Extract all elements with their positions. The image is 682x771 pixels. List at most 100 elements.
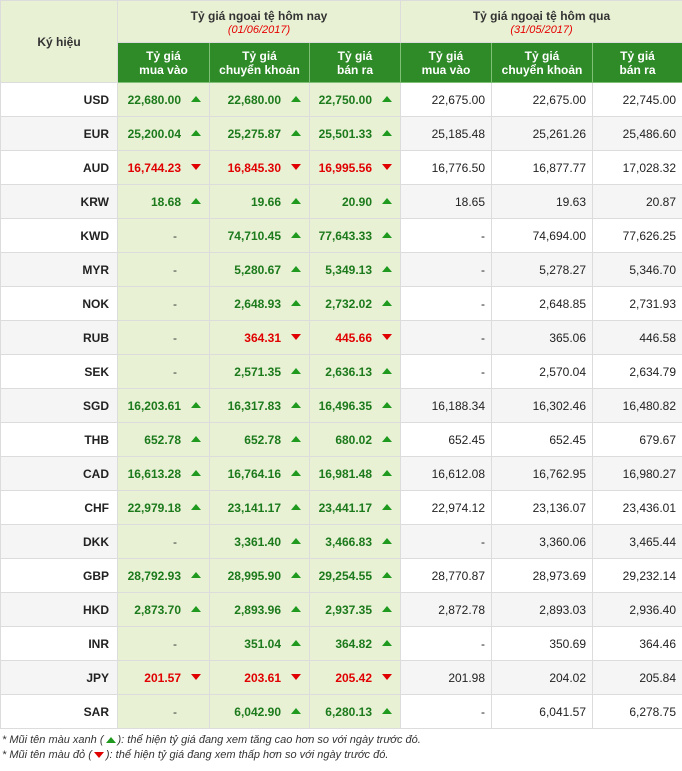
col-label: Tỷ giá — [242, 48, 277, 63]
arrow-down-icon — [191, 674, 201, 681]
rate-value: 16,981.48 — [318, 466, 373, 481]
today-header: Tỷ giá ngoại tệ hôm nay (01/06/2017) — [116, 0, 402, 43]
yesterday-rate-cell: 20.87 — [592, 184, 682, 219]
today-rate-cell: 445.66 — [308, 320, 402, 355]
yesterday-rate-cell: - — [400, 694, 493, 729]
rate-value: 16,496.35 — [318, 398, 373, 413]
arrow-up-icon — [382, 300, 393, 307]
rate-value: 74,710.45 — [227, 228, 281, 243]
table-row: KWD -74,710.45 77,643.33-74,694.00 77,626.2… — [0, 218, 682, 253]
today-rate-cell: 351.04 — [209, 626, 310, 661]
arrow-down-icon — [382, 674, 393, 681]
arrow-up-icon — [382, 572, 393, 579]
arrow-up-icon — [382, 504, 393, 511]
today-rate-cell: 205.42 — [308, 660, 402, 695]
yesterday-rate-cell: 25,261.26 — [491, 116, 594, 151]
yesterday-rate-cell: 28,973.69 — [491, 558, 594, 593]
today-rate-cell: 201.57 — [117, 660, 210, 695]
rate-value: 18.68 — [150, 194, 181, 209]
table-row: THB 652.78 652.78 680.02 652.45 652.45 679.67 — [0, 422, 682, 457]
yesterday-rate-cell: 16,877.77 — [491, 150, 594, 185]
col-label: Tỷ giá — [428, 48, 464, 63]
today-rate-cell: 2,937.35 — [308, 592, 402, 627]
rate-value: - — [173, 296, 177, 311]
currency-code: KRW — [0, 184, 118, 219]
rate-value: 16,995.56 — [318, 160, 373, 175]
yesterday-title: Tỷ giá ngoại tệ hôm qua — [472, 9, 611, 23]
currency-code: INR — [0, 626, 118, 661]
rate-value: 25,501.33 — [318, 126, 373, 141]
arrow-up-icon — [382, 436, 393, 443]
yesterday-rate-cell: 5,278.27 — [491, 252, 594, 287]
arrow-up-icon — [382, 640, 393, 647]
arrow-up-icon — [191, 572, 201, 579]
yesterday-rate-cell: 6,041.57 — [491, 694, 594, 729]
yesterday-rate-cell: 365.06 — [491, 320, 594, 355]
rate-value: - — [173, 262, 177, 277]
arrow-up-icon — [291, 198, 301, 205]
rate-value: 364.31 — [244, 330, 281, 345]
rate-value: 23,441.17 — [318, 500, 373, 515]
arrow-up-icon — [382, 130, 393, 137]
currency-code: JPY — [0, 660, 118, 695]
note-text: * Mũi tên màu xanh ( — [2, 734, 104, 746]
col-label: mua vào — [139, 62, 188, 77]
rate-value: 3,361.40 — [234, 534, 281, 549]
arrow-up-icon — [382, 606, 393, 613]
today-rate-cell: 2,732.02 — [308, 286, 402, 321]
arrow-down-icon — [291, 334, 301, 341]
arrow-down-icon — [93, 752, 104, 759]
rate-value: 5,280.67 — [234, 262, 281, 277]
note-text: ): thể hiện tỷ giá đang xem thấp hơn so … — [105, 749, 389, 761]
arrow-up-icon — [382, 198, 393, 205]
today-rate-cell: 364.31 — [209, 320, 310, 355]
today-rate-cell: - — [117, 320, 210, 355]
rate-value: 3,466.83 — [325, 534, 373, 549]
rate-value: 2,873.70 — [134, 602, 181, 617]
table-row: MYR -5,280.67 5,349.13-5,278.27 5,346.70 — [0, 252, 682, 287]
arrow-up-icon — [382, 708, 393, 715]
rate-value: 28,995.90 — [227, 568, 281, 583]
today-rate-cell: 74,710.45 — [209, 218, 310, 253]
today-rate-cell: 364.82 — [308, 626, 402, 661]
today-rate-cell: 652.78 — [117, 422, 210, 457]
yesterday-rate-cell: 16,302.46 — [491, 388, 594, 423]
today-title: Tỷ giá ngoại tệ hôm nay — [190, 9, 328, 23]
today-rate-cell: 16,317.83 — [209, 388, 310, 423]
yesterday-rate-cell: 679.67 — [592, 422, 682, 457]
yesterday-rate-cell: - — [400, 524, 493, 559]
table-row: NOK -2,648.93 2,732.02-2,648.85 2,731.93 — [0, 286, 682, 321]
arrow-down-icon — [291, 674, 301, 681]
rate-value: 29,254.55 — [318, 568, 373, 583]
yesterday-rate-cell: 652.45 — [400, 422, 493, 457]
yesterday-rate-cell: 16,980.27 — [592, 456, 682, 491]
yesterday-rate-cell: 2,731.93 — [592, 286, 682, 321]
rate-value: 16,845.30 — [227, 160, 281, 175]
arrow-up-icon — [382, 368, 393, 375]
note-red: * Mũi tên màu đỏ (): thể hiện tỷ giá đan… — [2, 748, 680, 763]
yesterday-header: Tỷ giá ngoại tệ hôm qua (31/05/2017) — [400, 0, 682, 43]
rate-value: 16,317.83 — [227, 398, 281, 413]
yesterday-rate-cell: 25,486.60 — [592, 116, 682, 151]
arrow-down-icon — [291, 164, 301, 171]
today-rate-cell: - — [117, 626, 210, 661]
today-rate-cell: 5,280.67 — [209, 252, 310, 287]
arrow-up-icon — [191, 402, 201, 409]
today-rate-cell: 5,349.13 — [308, 252, 402, 287]
yesterday-rate-cell: - — [400, 626, 493, 661]
table-row: GBP 28,792.93 28,995.90 29,254.55 28,770.87 2… — [0, 558, 682, 593]
today-rate-cell: 25,200.04 — [117, 116, 210, 151]
yesterday-rate-cell: 652.45 — [491, 422, 594, 457]
rate-value: 16,744.23 — [127, 160, 181, 175]
yesterday-rate-cell: 29,232.14 — [592, 558, 682, 593]
table-row: AUD 16,744.23 16,845.30 16,995.56 16,776.50 1… — [0, 150, 682, 185]
today-rate-cell: 29,254.55 — [308, 558, 402, 593]
today-rate-cell: 6,280.13 — [308, 694, 402, 729]
col-label: Tỷ giá — [524, 48, 560, 63]
table-row: SGD 16,203.61 16,317.83 16,496.35 16,188.34 1… — [0, 388, 682, 423]
today-rate-cell: - — [117, 354, 210, 389]
table-row: DKK -3,361.40 3,466.83-3,360.06 3,465.44 — [0, 524, 682, 559]
rate-value: 2,571.35 — [234, 364, 281, 379]
today-rate-cell: 16,613.28 — [117, 456, 210, 491]
currency-code: THB — [0, 422, 118, 457]
